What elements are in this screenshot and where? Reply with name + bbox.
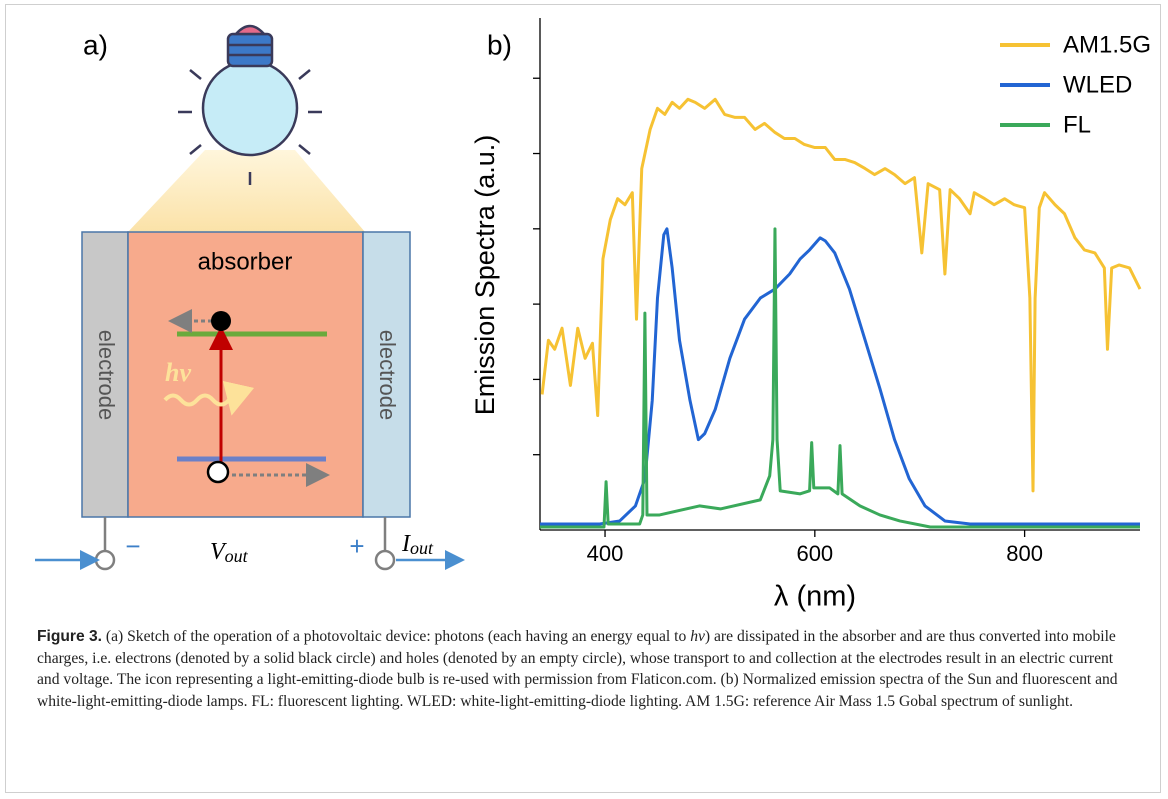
series-line bbox=[540, 97, 1142, 493]
bulb-icon bbox=[178, 24, 322, 185]
current-label: Iout bbox=[401, 531, 434, 559]
electrode-label: electrode bbox=[94, 330, 119, 421]
x-tick-label: 800 bbox=[1006, 541, 1043, 566]
voltage-subscript: out bbox=[225, 546, 249, 566]
caption-text: (a) Sketch of the operation of a photovo… bbox=[105, 628, 687, 645]
series-line bbox=[540, 227, 1140, 529]
plus-sign: + bbox=[349, 531, 364, 561]
x-tick-label: 400 bbox=[587, 541, 624, 566]
hole bbox=[206, 460, 230, 484]
x-tick-label: 600 bbox=[796, 541, 833, 566]
terminals bbox=[94, 517, 396, 571]
minus-sign: − bbox=[125, 531, 140, 561]
legend-label: WLED bbox=[1063, 71, 1132, 98]
legend-label: AM1.5G bbox=[1063, 31, 1151, 58]
figure-frame bbox=[5, 4, 1161, 793]
panel-b-chart: b) Emission Spectra (a.u.) λ (nm) 400 600… bbox=[470, 18, 1151, 613]
legend-label: FL bbox=[1063, 111, 1091, 138]
caption-text: ) are dissipated in the absorber and are… bbox=[37, 628, 1118, 710]
absorber-label: absorber bbox=[198, 248, 293, 275]
panel-label: a) bbox=[83, 29, 108, 60]
voltage-symbol: V bbox=[210, 539, 227, 565]
current-subscript: out bbox=[410, 538, 434, 558]
current-symbol: I bbox=[401, 531, 411, 557]
series-line bbox=[540, 227, 1140, 526]
caption-label: Figure 3. bbox=[37, 628, 102, 645]
electron bbox=[211, 311, 231, 331]
photon-arrow bbox=[163, 380, 255, 416]
panel-label: b) bbox=[487, 29, 512, 60]
right-electrode bbox=[362, 231, 411, 518]
figure-caption: Figure 3. (a) Sketch of the operation of… bbox=[37, 626, 1137, 712]
x-axis-label: λ (nm) bbox=[774, 581, 856, 613]
caption-symbol: hν bbox=[690, 628, 705, 645]
left-electrode bbox=[81, 231, 129, 518]
y-axis-label: Emission Spectra (a.u.) bbox=[470, 135, 500, 416]
voltage-label: Vout bbox=[210, 539, 249, 567]
light-cone bbox=[128, 150, 365, 232]
electrode-label: electrode bbox=[375, 330, 400, 421]
panel-a: a) absorber electrode electrode bbox=[35, 24, 465, 571]
figure-panels: a) absorber electrode electrode bbox=[35, 18, 1151, 613]
photon-label: hν bbox=[165, 358, 191, 387]
